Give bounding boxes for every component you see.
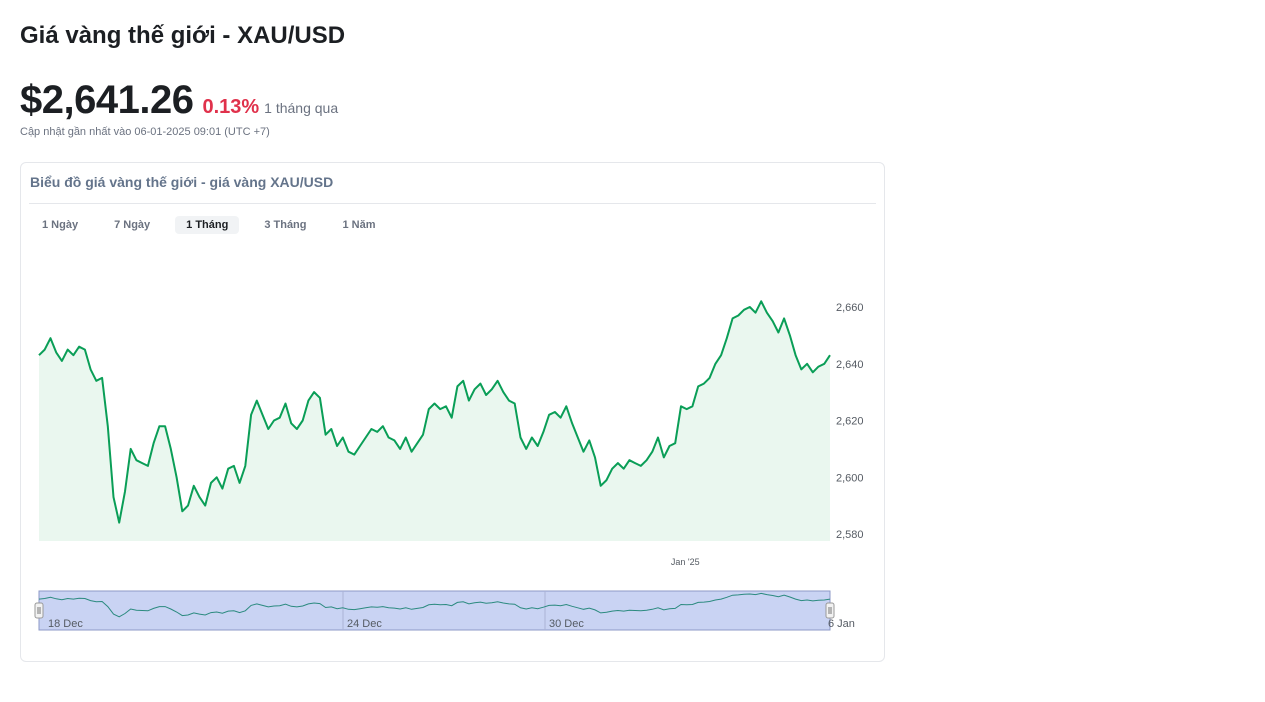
tab-1-year[interactable]: 1 Năm (342, 219, 376, 231)
navigator-series (38, 592, 831, 618)
y-tick-label: 2,660 (836, 302, 864, 314)
navigator-handle[interactable] (34, 602, 44, 619)
x-tick-label: Jan '25 (671, 557, 700, 567)
card-divider (29, 203, 876, 204)
navigator-tick-label: 18 Dec (48, 618, 83, 630)
y-tick-label: 2,600 (836, 472, 864, 484)
price-change-percent: 0.13% (202, 96, 260, 118)
navigator-window (38, 590, 831, 631)
navigator-handle[interactable] (825, 602, 835, 619)
current-price: $2,641.26 (20, 78, 194, 122)
tab-7-days[interactable]: 7 Ngày (114, 219, 151, 231)
change-period: 1 tháng qua (264, 100, 339, 116)
price-summary: $2,641.26 0.13% 1 tháng qua (20, 78, 338, 123)
navigator-tick-label: 30 Dec (549, 618, 584, 630)
navigator-tick-label: 24 Dec (347, 618, 382, 630)
y-tick-label: 2,580 (836, 529, 864, 541)
chart-card-title: Biểu đồ giá vàng thế giới - giá vàng XAU… (30, 174, 334, 190)
page-title: Giá vàng thế giới - XAU/USD (20, 22, 346, 49)
y-tick-label: 2,620 (836, 416, 864, 428)
price-line (38, 300, 831, 524)
last-updated: Cập nhật gần nhất vào 06-01-2025 09:01 (… (20, 126, 270, 138)
tab-1-day[interactable]: 1 Ngày (42, 219, 79, 231)
tab-3-months[interactable]: 3 Tháng (264, 219, 307, 231)
tab-1-month[interactable]: 1 Tháng (175, 216, 240, 234)
range-tabs: 1 Ngày 7 Ngày 1 Tháng 3 Tháng 1 Năm (31, 216, 401, 234)
navigator-tick-label: 6 Jan (828, 618, 855, 630)
y-tick-label: 2,640 (836, 359, 864, 371)
price-area (39, 301, 830, 541)
